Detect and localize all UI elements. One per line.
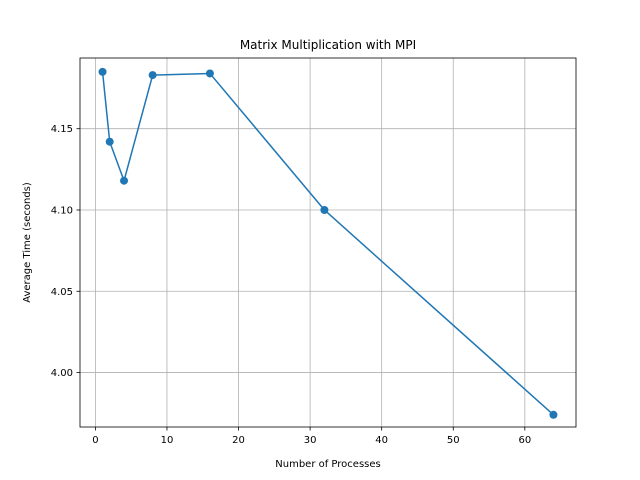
data-point bbox=[105, 137, 114, 146]
data-series bbox=[98, 67, 558, 419]
y-tick-label: 4.10 bbox=[51, 205, 73, 216]
x-tick-label: 10 bbox=[161, 435, 174, 446]
x-tick-label: 20 bbox=[232, 435, 245, 446]
y-tick-label: 4.00 bbox=[51, 368, 73, 379]
data-point bbox=[120, 176, 129, 185]
data-point bbox=[549, 410, 558, 419]
x-tick-label: 50 bbox=[447, 435, 460, 446]
y-axis-title: Average Time (seconds) bbox=[22, 182, 33, 303]
data-point bbox=[98, 67, 107, 76]
data-point bbox=[148, 71, 157, 80]
x-axis: 0 10 20 30 40 50 60 bbox=[92, 427, 531, 446]
data-point bbox=[320, 205, 329, 214]
x-tick-label: 0 bbox=[92, 435, 98, 446]
y-tick-label: 4.05 bbox=[51, 287, 73, 298]
x-tick-label: 40 bbox=[375, 435, 388, 446]
y-axis: 4.00 4.05 4.10 4.15 bbox=[51, 124, 80, 379]
plot-frame bbox=[79, 57, 577, 428]
x-tick-label: 30 bbox=[304, 435, 317, 446]
data-point bbox=[205, 69, 214, 78]
x-axis-title: Number of Processes bbox=[275, 459, 380, 470]
grid-lines bbox=[80, 58, 576, 427]
x-tick-label: 60 bbox=[518, 435, 531, 446]
y-tick-label: 4.15 bbox=[51, 124, 73, 135]
chart-title: Matrix Multiplication with MPI bbox=[240, 38, 416, 52]
